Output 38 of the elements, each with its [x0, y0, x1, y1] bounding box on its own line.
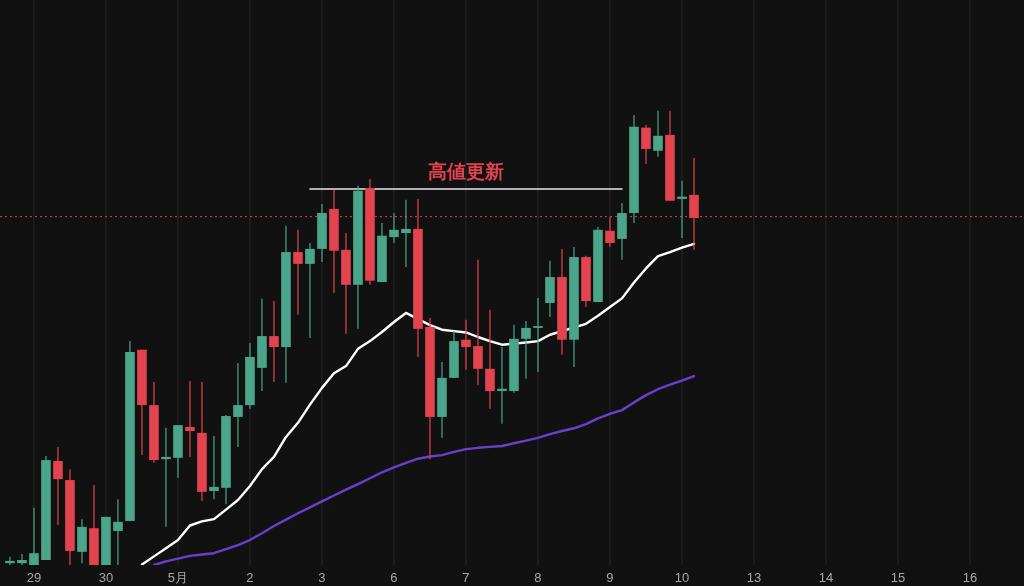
x-tick-label: 7: [462, 570, 470, 585]
candlestick: [17, 553, 27, 565]
x-tick-label: 9: [606, 570, 614, 585]
x-tick-label: 14: [818, 570, 834, 585]
x-tick-label: 5月: [167, 570, 189, 585]
x-tick-label: 6: [390, 570, 398, 585]
x-tick-label: 3: [318, 570, 326, 585]
series-label: 高値更新: [427, 160, 504, 183]
candlestick: [113, 498, 123, 565]
candlestick: [53, 446, 63, 526]
x-tick-label: 16: [962, 570, 978, 585]
candlestick: [461, 319, 471, 371]
x-tick-label: 2: [246, 570, 254, 585]
x-tick-label: 15: [890, 570, 906, 585]
candlestick: [389, 212, 399, 244]
x-tick-label: 13: [746, 570, 762, 585]
x-tick-label: 29: [26, 570, 42, 585]
candlestick: [293, 229, 303, 316]
candlestick: [677, 180, 687, 239]
candlestick: [401, 199, 411, 268]
candlestick: [533, 297, 543, 373]
candlestick: [485, 309, 495, 410]
candlestick: [269, 300, 279, 383]
candlestick: [209, 435, 219, 500]
candlestick: [473, 259, 483, 386]
candlestick: [29, 507, 39, 565]
candlestick: [521, 320, 531, 380]
candlestick: [305, 242, 315, 339]
candlestick: [653, 110, 663, 158]
candlestick: [185, 380, 195, 458]
candlestick: [5, 556, 15, 565]
x-tick-label: 8: [534, 570, 542, 585]
candlestick: [497, 346, 507, 425]
candlestick: [161, 427, 171, 528]
x-tick-label: 30: [98, 570, 114, 585]
candlestick: [641, 124, 651, 165]
x-tick-label: 10: [674, 570, 690, 585]
candlestick: [233, 362, 243, 448]
